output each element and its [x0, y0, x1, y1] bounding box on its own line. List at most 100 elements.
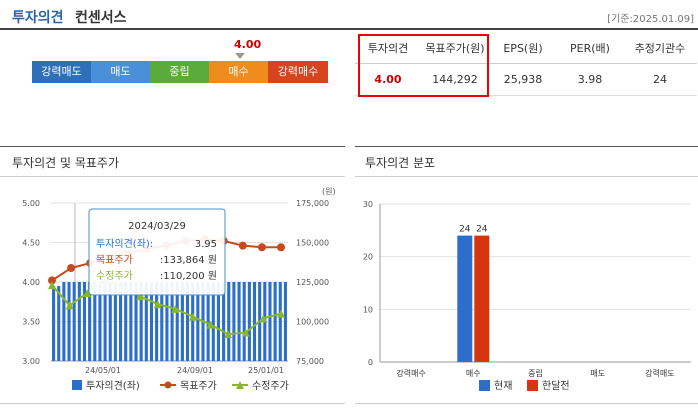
opinion-bar [93, 282, 97, 361]
y-tick-label: 0 [368, 358, 373, 367]
category-label: 매수 [466, 369, 481, 378]
opinion-bar [103, 282, 107, 361]
tooltip-value: :110,200 원 [160, 270, 217, 282]
val-opinion: 4.00 [355, 63, 421, 96]
col-target-price: 목표주가(원) [421, 33, 489, 64]
y-right-tick-label: 175,000 [296, 199, 329, 208]
opinion-bar [232, 282, 236, 361]
category-label: 강력매도 [645, 368, 674, 378]
section-header: 투자의견 컨센서스 [기준:2025.01.09] [0, 0, 698, 30]
point-marker [257, 243, 266, 252]
opinion-bar [180, 282, 184, 361]
base-date: [기준:2025.01.09] [607, 14, 694, 25]
y-left-tick-label: 3.50 [22, 318, 40, 327]
point-marker [259, 314, 268, 323]
opinion-bar [57, 285, 61, 361]
opinion-bar [144, 282, 148, 361]
point-marker [206, 320, 215, 329]
opinion-bar [98, 282, 102, 361]
legend-label: 수정주가 [252, 380, 289, 392]
panel-bottom-left [0, 403, 345, 404]
opinion-bar [191, 282, 195, 361]
opinion-bar [278, 282, 282, 361]
opinion-bar [227, 282, 231, 361]
opinion-bar [88, 282, 92, 361]
tooltip-box [88, 208, 226, 296]
x-tick-label: 25/01/01 [248, 366, 284, 375]
val-estimators: 24 [623, 63, 697, 96]
legend-triangle-icon [236, 381, 244, 389]
panel-top-rule-right [355, 146, 698, 147]
consensus-summary-table: 투자의견 목표주가(원) EPS(원) PER(배) 추정기관수 4.00 14… [355, 33, 697, 96]
point-marker [48, 276, 56, 285]
point-marker [171, 304, 180, 313]
opinion-bar [108, 282, 112, 361]
tooltip-label: 목표주가 [96, 254, 133, 266]
opinion-bar [124, 282, 128, 361]
opinion-bar [67, 282, 71, 361]
opinion-bar [72, 282, 76, 361]
y-right-tick-label: 75,000 [296, 357, 324, 366]
tooltip-value: 3.95 [195, 239, 217, 250]
panel-sep-left [0, 176, 345, 177]
distribution-bar [457, 235, 473, 362]
category-label: 매도 [590, 369, 605, 378]
col-per: PER(배) [557, 33, 623, 64]
point-marker [277, 309, 285, 318]
opinion-bar [247, 282, 251, 361]
y-right-tick-label: 125,000 [296, 278, 329, 287]
opinion-bar [206, 282, 210, 361]
opinion-bar [113, 282, 117, 361]
scale-buy: 매수 [209, 61, 268, 83]
highlight-box [358, 34, 489, 97]
distribution-bar [474, 235, 490, 362]
opinion-bar [242, 282, 246, 361]
bar-value-label: 24 [459, 225, 471, 235]
legend-swatch [527, 380, 538, 391]
point-marker [153, 300, 162, 309]
y-left-tick-label: 5.00 [22, 199, 40, 208]
y-left-tick-label: 4.50 [22, 239, 40, 248]
current-opinion-value: 4.00 [234, 38, 262, 51]
chart-tooltip: 2024/03/29 투자의견(좌): 3.95 목표주가:133,864 원수정주가… [88, 208, 226, 296]
opinion-bar [222, 282, 226, 361]
y-left-tick-label: 3.00 [22, 357, 40, 366]
opinion-bar [155, 282, 159, 361]
scale-strong-buy: 강력매수 [268, 61, 328, 83]
scale-strong-sell: 강력매도 [32, 61, 91, 83]
scale-neutral: 중립 [150, 61, 209, 83]
opinion-bar [211, 282, 215, 361]
col-eps: EPS(원) [489, 33, 557, 64]
category-label: 강력매수 [396, 368, 425, 378]
x-tick-label: 24/09/01 [177, 366, 213, 375]
y-tick-label: 20 [363, 253, 373, 262]
point-marker [277, 243, 285, 252]
bar-value-label: 24 [476, 225, 488, 235]
opinion-bar [160, 282, 164, 361]
opinion-bar [273, 282, 277, 361]
opinion-scale-bar: 강력매도 매도 중립 매수 강력매수 [32, 61, 328, 83]
col-opinion: 투자의견 [355, 33, 421, 64]
opinion-bar [149, 282, 154, 361]
section-title: 투자의견 [12, 10, 64, 26]
opinion-bar [77, 282, 81, 361]
tooltip-value: :133,864 원 [160, 254, 217, 266]
panel-top-rule-left [0, 146, 345, 147]
legend-swatch [479, 380, 490, 391]
tooltip-date: 2024/03/29 [128, 221, 186, 232]
summary-value-row: 4.00 144,292 25,938 3.98 24 [355, 63, 697, 96]
point-marker [48, 281, 56, 290]
opinion-bar [252, 282, 257, 361]
col-estimators: 추정기관수 [623, 33, 697, 64]
opinion-bar [170, 282, 174, 361]
val-eps: 25,938 [489, 63, 557, 96]
opinion-bar [52, 285, 56, 361]
legend-circle-icon [164, 381, 172, 389]
point-marker [83, 289, 92, 298]
opinion-bar [283, 282, 287, 361]
y-tick-label: 30 [363, 200, 373, 209]
opinion-bar [268, 282, 272, 361]
opinion-bar [175, 282, 179, 361]
legend-label: 한달전 [542, 380, 570, 392]
